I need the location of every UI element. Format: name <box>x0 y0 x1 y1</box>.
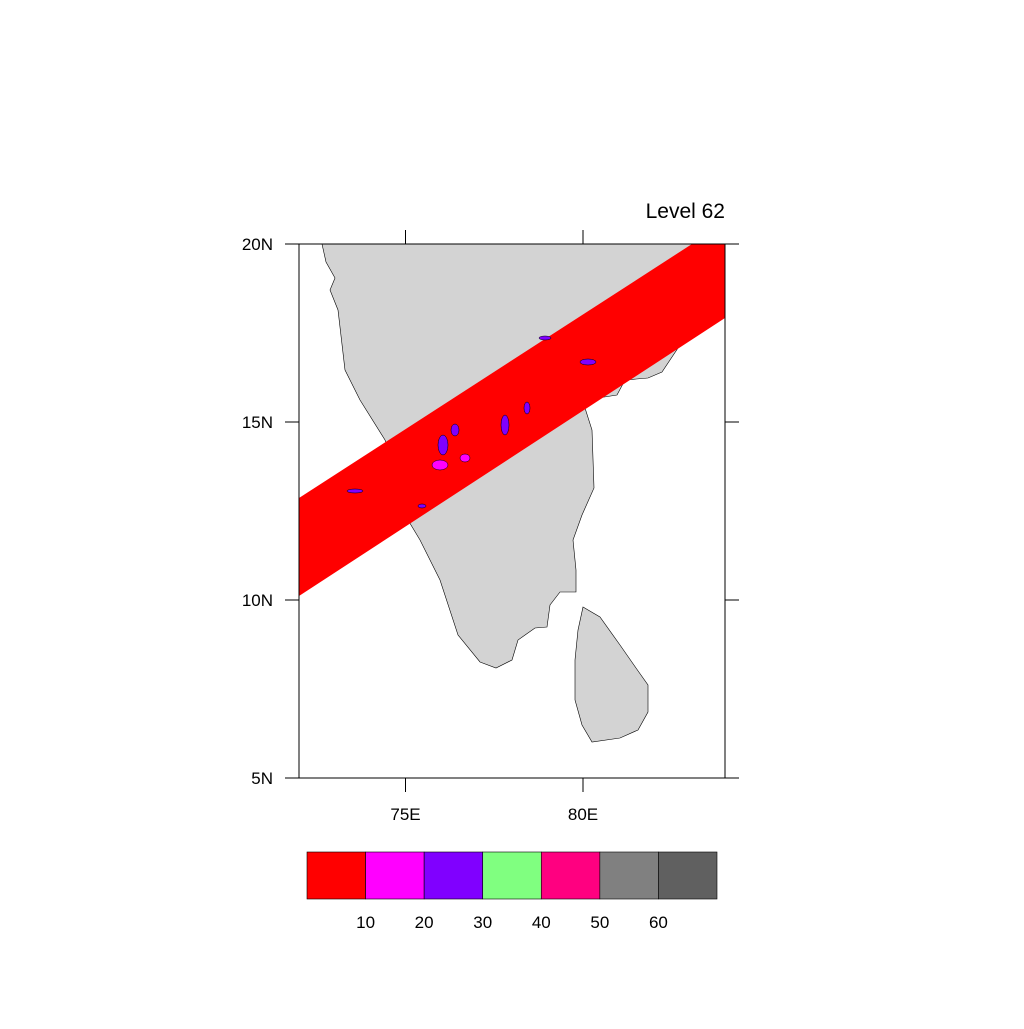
lat-label: 20N <box>242 235 273 254</box>
colorbar-label: 50 <box>590 913 609 932</box>
colorbar-box <box>599 851 659 900</box>
colorbar-box <box>365 851 425 900</box>
colorbar-box <box>482 851 542 900</box>
lat-label: 10N <box>242 591 273 610</box>
colorbar-box <box>540 851 601 900</box>
colorbar-label: 60 <box>649 913 668 932</box>
lon-label: 80E <box>568 805 598 824</box>
land-sri-lanka <box>574 606 649 743</box>
swath <box>299 244 725 596</box>
colorbar-box <box>423 851 484 900</box>
colorbar-label: 40 <box>532 913 551 932</box>
map-title: Level 62 <box>646 200 725 223</box>
colorbar-box <box>658 851 718 900</box>
colorbar-label: 20 <box>415 913 434 932</box>
colorbar-box <box>306 851 366 900</box>
swath-features <box>346 335 597 509</box>
map-area <box>299 244 725 743</box>
colorbar-label: 30 <box>473 913 492 932</box>
lon-label: 75E <box>390 805 420 824</box>
lat-label: 15N <box>242 413 273 432</box>
map-frame <box>298 243 726 779</box>
colorbar-label: 10 <box>356 913 375 932</box>
lat-label: 5N <box>251 769 273 788</box>
